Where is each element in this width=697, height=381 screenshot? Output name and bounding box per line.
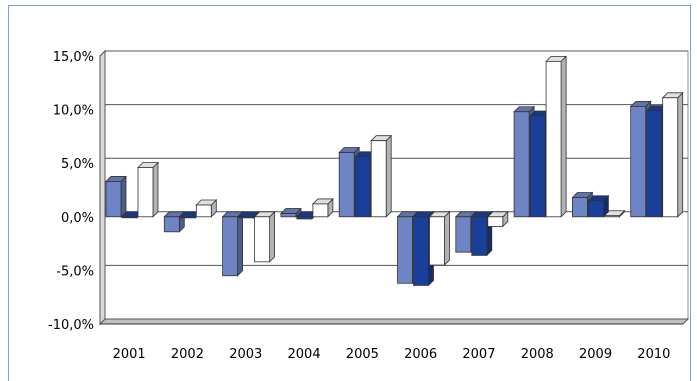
x-tick-labels: 2001 2002 2003 2004 2005 2006 2007 2008 2009 2010 (113, 347, 671, 362)
x-tick-label: 2003 (229, 347, 262, 362)
y-tick-label: 10,0% (53, 104, 94, 119)
bar (279, 207, 302, 218)
bar (486, 210, 509, 228)
x-tick-label: 2002 (171, 347, 204, 362)
bar (428, 210, 451, 267)
x-tick-label: 2001 (113, 347, 146, 362)
y-tick-label: 15,0% (53, 50, 94, 65)
y-tick-label: -10,0% (48, 318, 94, 333)
bar (105, 175, 127, 218)
x-tick-label: 2010 (637, 347, 670, 362)
bar (195, 199, 218, 218)
x-tick-label: 2004 (288, 347, 321, 362)
bar (587, 194, 610, 218)
bar (137, 161, 159, 218)
bar (221, 210, 244, 277)
x-tick-label: 2005 (346, 347, 379, 362)
y-tick-labels: 15,0% 10,0% 5,0% 0,0% -5,0% -10,0% (48, 50, 94, 333)
x-tick-label: 2007 (462, 347, 495, 362)
bar (661, 91, 684, 218)
x-tick-label: 2009 (579, 347, 612, 362)
axes (98, 49, 690, 326)
bar (311, 197, 334, 218)
plot-floor (98, 318, 690, 325)
bar (179, 210, 202, 219)
bar (163, 210, 186, 233)
bar (121, 210, 143, 219)
y-tick-label: -5,0% (56, 264, 94, 279)
grid-lines (99, 50, 689, 325)
y-tick-label: 5,0% (61, 157, 94, 172)
bar (370, 134, 393, 218)
x-tick-label: 2006 (404, 347, 437, 362)
bar (545, 55, 568, 218)
y-tick-label: 0,0% (61, 211, 94, 226)
plot-left-wall (99, 49, 106, 326)
bar (603, 209, 626, 218)
bars (105, 55, 684, 287)
x-tick-label: 2008 (521, 347, 554, 362)
plot-back-wall (104, 50, 689, 320)
bar (253, 210, 276, 263)
